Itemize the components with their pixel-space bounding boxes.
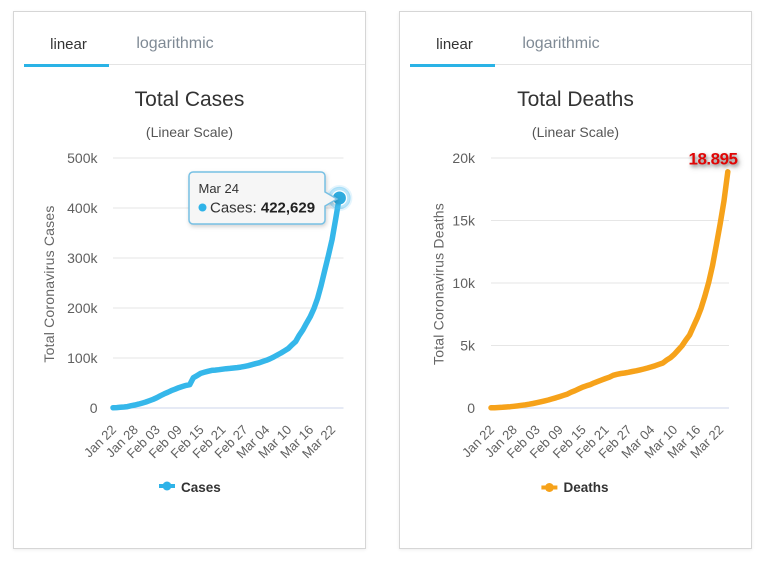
svg-text:100k: 100k bbox=[67, 350, 98, 366]
svg-text:Deaths: Deaths bbox=[564, 480, 609, 495]
svg-text:300k: 300k bbox=[67, 250, 98, 266]
svg-text:Mar 24: Mar 24 bbox=[199, 181, 239, 196]
svg-text:Cases: Cases bbox=[181, 480, 221, 495]
svg-text:0: 0 bbox=[90, 400, 98, 416]
svg-text:5k: 5k bbox=[460, 338, 476, 354]
svg-text:400k: 400k bbox=[67, 200, 98, 216]
svg-text:200k: 200k bbox=[67, 300, 98, 316]
svg-text:20k: 20k bbox=[452, 150, 476, 166]
svg-text:0: 0 bbox=[467, 400, 475, 416]
svg-text:10k: 10k bbox=[452, 275, 476, 291]
svg-text:18.895: 18.895 bbox=[689, 150, 738, 169]
svg-text:Total Coronavirus Deaths: Total Coronavirus Deaths bbox=[430, 203, 446, 365]
svg-text:500k: 500k bbox=[67, 150, 98, 166]
svg-text:15k: 15k bbox=[452, 213, 476, 229]
svg-text:Total Coronavirus Cases: Total Coronavirus Cases bbox=[41, 205, 57, 362]
svg-text:Cases: 422,629: Cases: 422,629 bbox=[210, 200, 315, 217]
